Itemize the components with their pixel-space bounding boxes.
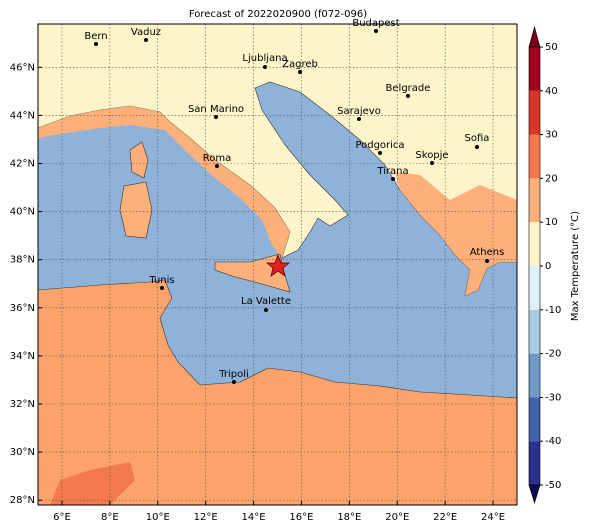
colorbar-tick-label: 50 (545, 42, 558, 53)
colorbar-band (529, 441, 540, 485)
colorbar-band (529, 178, 540, 223)
city-label: Tirana (376, 166, 408, 177)
x-tick-label: 6°E (53, 512, 71, 523)
colorbar-band (529, 222, 540, 266)
city-marker (263, 65, 267, 69)
colorbar-tick-label: -10 (545, 305, 561, 316)
colorbar-tick-label: -30 (545, 392, 561, 403)
city-label: Skopje (415, 150, 448, 161)
graticule (38, 24, 517, 505)
y-tick-label: 40°N (10, 207, 35, 218)
city-marker (374, 29, 378, 33)
city-marker (94, 42, 98, 46)
colorbar-band (529, 397, 540, 442)
city-marker (430, 161, 434, 165)
x-tick-label: 12°E (194, 512, 218, 523)
colorbar-tick-label: 30 (545, 130, 558, 141)
y-tick-label: 36°N (10, 303, 35, 314)
city-label: Podgorica (355, 140, 404, 151)
x-tick-label: 10°E (146, 512, 170, 523)
city-marker (298, 70, 302, 74)
city-label: Tripoli (218, 369, 249, 380)
y-tick-label: 30°N (10, 447, 35, 458)
city-label: Ljubljana (242, 53, 287, 64)
city-label: Bern (84, 31, 107, 42)
city-label: Vaduz (131, 27, 161, 38)
colorbar-extend-top (528, 25, 541, 48)
sardinia (119, 181, 153, 239)
y-tick-label: 28°N (10, 495, 35, 506)
city-marker (160, 286, 164, 290)
city-marker (475, 145, 479, 149)
colorbar-label: Max Temperature (°C) (570, 211, 581, 321)
x-tick-label: 18°E (337, 512, 361, 523)
x-tick-label: 8°E (101, 512, 119, 523)
map-frame (37, 23, 518, 506)
x-tick-label: 22°E (433, 512, 457, 523)
x-tick-label: 14°E (242, 512, 266, 523)
city-marker (357, 117, 361, 121)
colorbar-tick-label: -20 (545, 349, 561, 360)
city-label: Belgrade (386, 83, 431, 94)
y-tick-label: 46°N (10, 62, 35, 73)
hot-region (50, 462, 135, 505)
city-marker (214, 115, 218, 119)
balkan-warm-region (395, 172, 517, 296)
city-marker (391, 177, 395, 181)
city-label: San Marino (188, 104, 244, 115)
y-tick-label: 32°N (10, 399, 35, 410)
colorbar: -50 -40 -30 -20 -10 0 10 20 30 40 50 (528, 25, 561, 505)
city-marker (406, 94, 410, 98)
colorbar-band (529, 134, 540, 179)
city-label: Sofia (465, 133, 490, 144)
colorbar-tick-label: -40 (545, 436, 561, 447)
colorbar-tick-label: 40 (545, 86, 558, 97)
y-tick-label: 38°N (10, 255, 35, 266)
city-label: La Valette (241, 296, 291, 307)
map-area: Bern VaduzBudapestLjubljanaZagrebBelgrade… (37, 18, 518, 506)
colorbar-extend-bottom (528, 484, 541, 505)
city-label: Tunis (148, 275, 174, 286)
europe-warm-region (38, 106, 290, 258)
colorbar-band (529, 309, 540, 354)
colorbar-band (529, 90, 540, 135)
city-label: Sarajevo (337, 106, 381, 117)
title: Forecast of 2022020900 (f072-096) (189, 9, 367, 20)
colorbar-tick-label: 0 (545, 261, 551, 272)
y-tick-label: 42°N (10, 158, 35, 169)
city-marker (378, 151, 382, 155)
city-label: Zagreb (282, 59, 318, 70)
city-label: Athens (470, 247, 505, 258)
city-marker (264, 308, 268, 312)
city-marker (232, 380, 236, 384)
city-marker (485, 259, 489, 263)
corsica (129, 141, 149, 179)
colorbar-tick-label: 10 (545, 217, 558, 228)
y-tick-label: 44°N (10, 110, 35, 121)
colorbar-band (529, 47, 540, 91)
colorbar-band (529, 353, 540, 398)
x-tick-label: 20°E (385, 512, 409, 523)
y-tick-label: 34°N (10, 351, 35, 362)
colorbar-band (529, 266, 540, 310)
city-label: Roma (203, 153, 232, 164)
colorbar-tick-label: -50 (545, 480, 561, 491)
forecast-point-star (265, 253, 291, 277)
city-marker (215, 164, 219, 168)
colorbar-tick-label: 20 (545, 173, 558, 184)
city-marker (144, 38, 148, 42)
x-tick-label: 16°E (289, 512, 313, 523)
x-tick-label: 24°E (481, 512, 505, 523)
